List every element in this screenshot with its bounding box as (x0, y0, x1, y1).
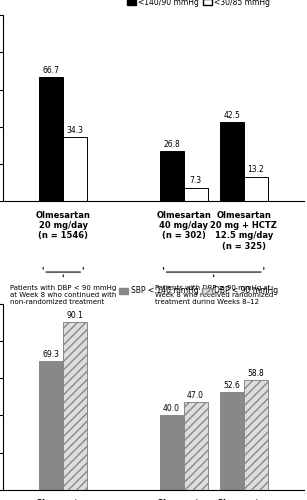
Bar (184, 402, 208, 490)
Text: Olmesartan
20 mg + HCTZ
12.5 mg/day
(n = 325): Olmesartan 20 mg + HCTZ 12.5 mg/day (n =… (210, 210, 277, 251)
Bar (63, 322, 87, 490)
Text: 42.5: 42.5 (223, 111, 240, 120)
Bar (160, 152, 184, 202)
Bar (63, 138, 87, 202)
Text: 69.3: 69.3 (43, 350, 60, 358)
Text: Patients with DBP < 90 mmHg
at Week 8 who continued with
non-randomized treatmen: Patients with DBP < 90 mmHg at Week 8 wh… (10, 285, 116, 312)
Text: 58.8: 58.8 (247, 369, 264, 378)
Bar (39, 361, 63, 490)
Text: 34.3: 34.3 (67, 126, 84, 135)
Bar (184, 188, 208, 202)
Bar (220, 392, 244, 490)
Text: 90.1: 90.1 (67, 311, 84, 320)
Text: 47.0: 47.0 (187, 391, 204, 400)
Legend: <140/90 mmHg, <30/85 mmHg: <140/90 mmHg, <30/85 mmHg (124, 0, 274, 10)
Bar (244, 176, 268, 202)
Bar (160, 416, 184, 490)
Bar (244, 380, 268, 490)
Legend: SBP < 140 mmHg, DBP < 90 mmHg: SBP < 140 mmHg, DBP < 90 mmHg (116, 284, 281, 298)
Bar (220, 122, 244, 202)
Bar (39, 77, 63, 202)
Text: 7.3: 7.3 (189, 176, 202, 186)
Text: Patients with DBP ≥ 90 mmHg at
Week 8 who received randomized
treatment during W: Patients with DBP ≥ 90 mmHg at Week 8 wh… (154, 285, 273, 305)
Text: 40.0: 40.0 (163, 404, 180, 413)
Text: 52.6: 52.6 (223, 381, 240, 390)
Text: 13.2: 13.2 (247, 166, 264, 174)
Text: 66.7: 66.7 (43, 66, 60, 75)
Text: 26.8: 26.8 (163, 140, 180, 149)
Text: Olmesartan
40 mg/day
(n = 302): Olmesartan 40 mg/day (n = 302) (156, 210, 211, 240)
Text: Olmesartan
20 mg/day
(n = 1546): Olmesartan 20 mg/day (n = 1546) (36, 210, 91, 240)
